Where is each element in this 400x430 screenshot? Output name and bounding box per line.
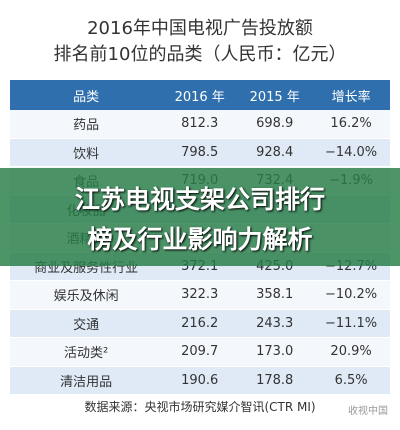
- table-cell: 173.0: [237, 337, 313, 367]
- table-cell: 交通: [10, 309, 163, 338]
- source: 数据来源：央视市场研究媒介智讯(CTR MI): [84, 400, 316, 414]
- table-cell: 209.7: [162, 337, 238, 367]
- table-row: 饮料 798.5 928.4 −14.0%: [10, 138, 390, 167]
- banner-line: 榜及行业影响力解析: [87, 225, 313, 254]
- header-cell: 增长率: [312, 80, 390, 110]
- table-cell: 322.3: [162, 280, 238, 310]
- title-line: 排名前10位的品类（人民币：亿元）: [53, 44, 347, 65]
- table-cell: −11.1%: [312, 309, 390, 338]
- table-cell: 清洁用品: [10, 366, 163, 395]
- table-cell: 6.5%: [312, 366, 390, 395]
- table-cell: 243.3: [237, 309, 313, 338]
- header-cell: 2016 年: [162, 80, 238, 110]
- table-cell: 20.9%: [312, 337, 390, 367]
- table-cell: 16.2%: [312, 110, 390, 139]
- table-cell: 饮料: [10, 138, 163, 167]
- table-row: 交通 216.2 243.3 −11.1%: [10, 309, 390, 338]
- table-cell: 娱乐及休闲: [10, 280, 163, 310]
- banner-line: 江苏电视支架公司排行: [74, 185, 325, 214]
- table-cell: 178.8: [237, 366, 313, 395]
- table-cell: 190.6: [162, 366, 238, 395]
- table-row: 娱乐及休闲 322.3 358.1 −10.2%: [10, 280, 390, 310]
- table-cell: −14.0%: [312, 138, 390, 167]
- title-line: 2016年中国电视广告投放额: [87, 18, 313, 39]
- table-cell: 698.9: [237, 110, 313, 139]
- header-cell: 2015 年: [237, 80, 313, 110]
- table-row: 清洁用品 190.6 178.8 6.5%: [10, 366, 390, 395]
- table-row: 药品 812.3 698.9 16.2%: [10, 110, 390, 139]
- table-cell: 活动类²: [10, 337, 163, 367]
- table-cell: 928.4: [237, 138, 313, 167]
- table-cell: −10.2%: [312, 280, 390, 310]
- banner: 江苏电视支架公司排行 榜及行业影响力解析: [0, 168, 400, 266]
- watermark: 收视中国: [348, 406, 388, 417]
- table-cell: 358.1: [237, 280, 313, 310]
- table-cell: 216.2: [162, 309, 238, 338]
- header-cell: 品类: [10, 80, 163, 110]
- table-cell: 812.3: [162, 110, 238, 139]
- table-row: 活动类² 209.7 173.0 20.9%: [10, 337, 390, 367]
- table-cell: 药品: [10, 110, 163, 139]
- table-cell: 798.5: [162, 138, 238, 167]
